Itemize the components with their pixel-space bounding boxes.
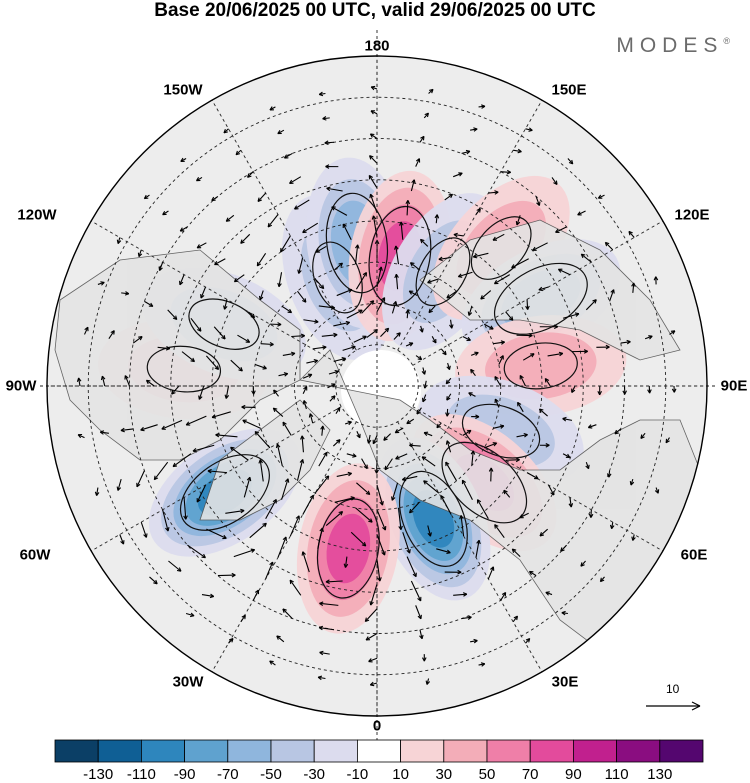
lon-label-60w: 60W	[19, 546, 51, 564]
colorbar-cell	[97, 739, 142, 763]
lon-label-90w: 90W	[5, 377, 37, 395]
colorbar-tick-label: -50	[260, 766, 282, 783]
colorbar-cell	[141, 739, 186, 763]
wind-vectors	[76, 85, 677, 687]
colorbar-tick-label: -130	[83, 766, 114, 783]
colorbar-tick-label: -10	[346, 766, 369, 783]
lon-label-120w: 120W	[17, 206, 57, 224]
reference-vector-label: 10	[666, 682, 680, 696]
colorbar-cell	[616, 739, 661, 763]
colorbar-cell	[227, 739, 272, 763]
lon-label-60e: 60E	[680, 546, 708, 564]
lon-label-180: 180	[364, 37, 390, 55]
map-boundary	[46, 55, 708, 717]
lon-label-30e: 30E	[551, 673, 579, 691]
colorbar-tick-label: 90	[565, 766, 582, 783]
positive-anomaly	[296, 463, 400, 634]
colorbar-cell	[529, 739, 574, 763]
lon-label-30w: 30W	[172, 673, 204, 691]
colorbar-cell	[270, 739, 315, 763]
colorbar-tick-label: -70	[216, 766, 239, 783]
lon-label-120e: 120E	[674, 206, 710, 224]
lon-label-0: 0	[372, 717, 382, 735]
lon-label-150e: 150E	[551, 81, 587, 99]
colorbar-tick-label: -90	[173, 766, 196, 783]
colorbar-tick-label: 50	[478, 766, 496, 783]
colorbar-tick-label: 30	[435, 766, 453, 783]
colorbar-cell	[443, 739, 488, 763]
modes-logo: MODES®	[616, 34, 730, 58]
colorbar-cell	[313, 739, 358, 763]
colorbar-cell	[356, 739, 401, 763]
colorbar-cell	[184, 739, 229, 763]
colorbar-tick-label: -110	[126, 766, 156, 783]
colorbar-cell	[659, 739, 704, 763]
colorbar-cell	[486, 739, 531, 763]
colorbar-tick-label: 70	[521, 766, 539, 783]
lon-label-90e: 90E	[720, 377, 748, 395]
colorbar-cell	[573, 739, 618, 763]
colorbar	[54, 739, 704, 763]
colorbar-tick-label: 110	[604, 766, 629, 783]
colorbar-cell	[400, 739, 445, 763]
colorbar-tick-label: 10	[392, 766, 409, 783]
chart-title: Base 20/06/2025 00 UTC, valid 29/06/2025…	[154, 0, 596, 21]
reference-vector-arrow	[646, 701, 701, 711]
colorbar-cell	[54, 739, 99, 763]
coastlines	[54, 219, 701, 651]
colorbar-tick-label: -30	[303, 766, 326, 783]
lon-label-150w: 150W	[163, 81, 203, 99]
registered-mark: ®	[723, 36, 730, 46]
colorbar-tick-label: 130	[647, 766, 673, 783]
brand-text: MODES	[616, 34, 724, 57]
